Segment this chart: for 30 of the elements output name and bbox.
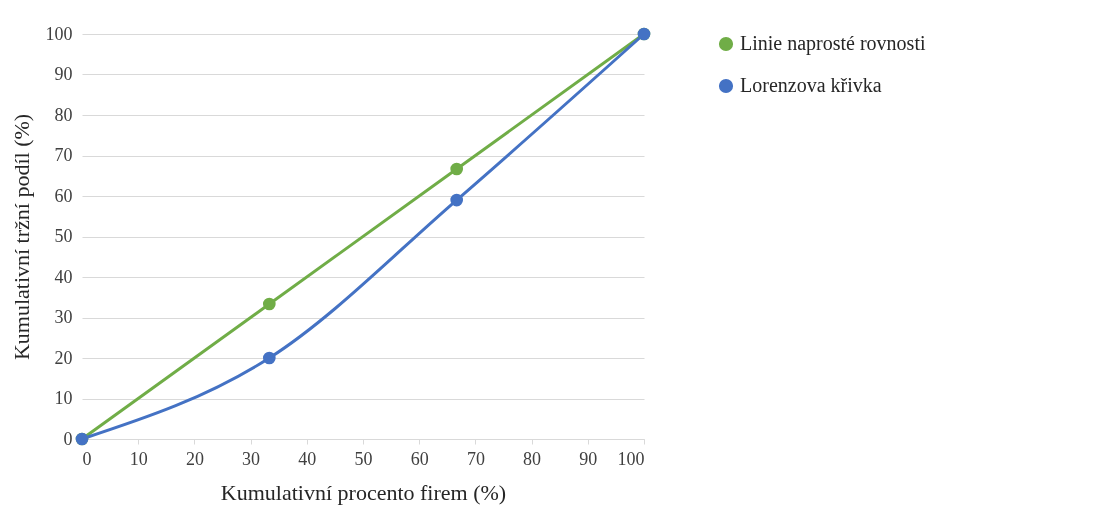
y-tick-label: 100	[45, 23, 73, 44]
y-tick-label: 0	[63, 428, 73, 449]
legend-label: Lorenzova křivka	[740, 74, 882, 96]
point	[450, 162, 464, 176]
x-tick-label: 30	[242, 448, 261, 469]
point	[262, 297, 276, 311]
legend-label: Linie naprosté rovnosti	[740, 32, 926, 55]
y-tick-label: 30	[54, 307, 73, 327]
x-tick-label: 0	[82, 448, 92, 469]
x-tick-label: 40	[298, 448, 317, 469]
y-tick-label: 60	[54, 185, 73, 206]
y-tick-label: 40	[54, 266, 73, 287]
y-tick-label: 20	[54, 347, 73, 368]
x-tick-label: 80	[523, 448, 542, 469]
y-tick-label: 70	[54, 145, 73, 165]
x-tick-label: 50	[354, 448, 373, 469]
y-tick-label: 10	[54, 388, 73, 408]
x-axis-title: Kumulativní procento firem (%)	[220, 479, 507, 505]
x-tick-label: 70	[466, 448, 485, 469]
y-tick-label: 90	[54, 64, 73, 84]
x-tick-label: 60	[410, 448, 429, 469]
x-tick-label: 20	[185, 448, 204, 469]
x-tick-label: 100	[617, 448, 645, 469]
point	[450, 193, 464, 207]
x-tick-label: 90	[579, 448, 598, 469]
x-tick-label: 10	[129, 448, 148, 469]
point	[262, 351, 276, 365]
y-tick-label: 80	[54, 104, 73, 125]
y-tick-label: 50	[54, 226, 73, 246]
y-axis-title: Kumulativní tržní podíl (%)	[8, 113, 34, 361]
